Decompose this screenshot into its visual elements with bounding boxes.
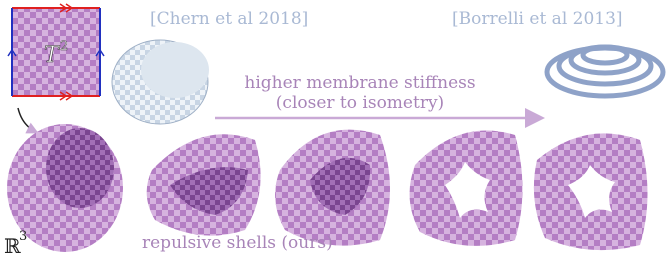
map-arrow	[18, 108, 36, 132]
space-exponent: 3	[19, 229, 27, 244]
arrow-label: higher membrane stiffness	[244, 73, 475, 93]
chern-shape	[112, 40, 209, 124]
torus-exponent: 2	[60, 39, 68, 54]
flat-torus: T 2	[8, 4, 104, 100]
shell	[410, 130, 523, 245]
caption: repulsive shells (ours)	[142, 233, 333, 253]
shell	[275, 130, 390, 246]
citation: [Borrelli et al 2013]	[452, 9, 623, 29]
shell	[534, 133, 648, 250]
shell	[147, 134, 261, 235]
borrelli-shape	[547, 47, 663, 96]
citation: [Chern et al 2018]	[150, 9, 308, 29]
arrow-label: (closer to isometry)	[276, 93, 444, 113]
torus-label: T	[44, 43, 61, 68]
figure: T 2 [Chern et al 2018] [Borrelli et al 2…	[0, 0, 667, 259]
